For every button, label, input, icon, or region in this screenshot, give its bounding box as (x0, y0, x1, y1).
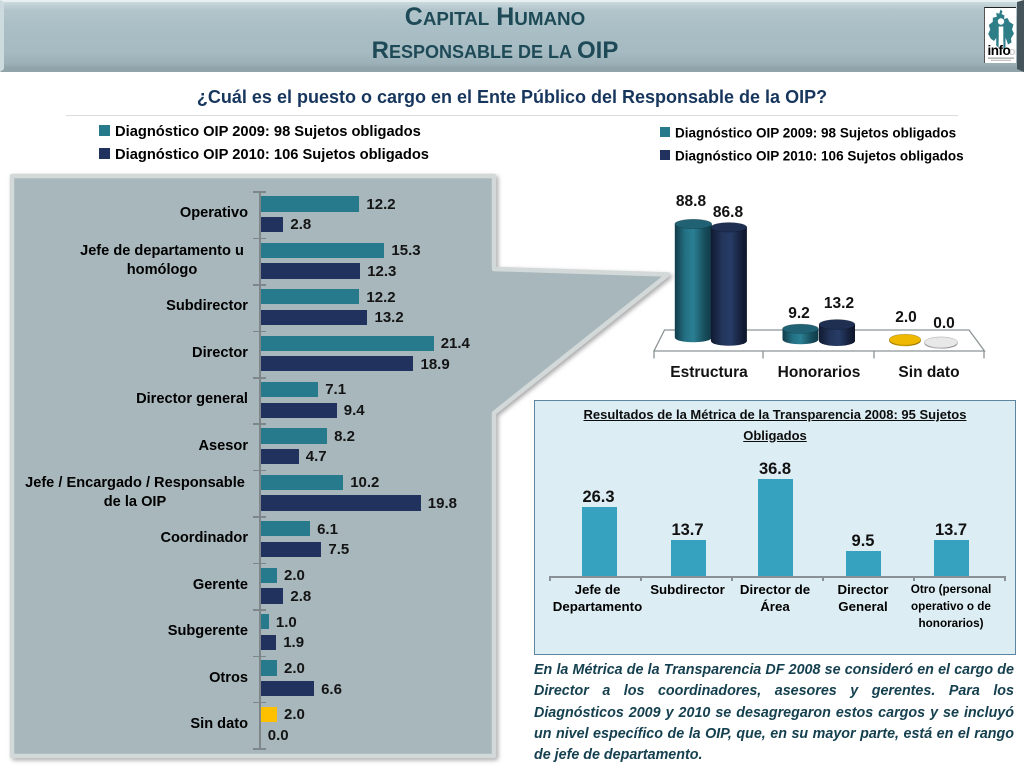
svg-text:Estructura: Estructura (670, 364, 748, 381)
svg-text:info: info (988, 43, 1011, 58)
svg-text:0.0: 0.0 (933, 315, 955, 332)
svg-text:9.2: 9.2 (788, 305, 810, 322)
svg-text:Sin dato: Sin dato (898, 364, 959, 381)
svg-text:88.8: 88.8 (676, 193, 707, 210)
svg-text:Honorarios: Honorarios (778, 364, 861, 381)
svg-text:86.8: 86.8 (713, 204, 744, 221)
svg-text:DF: DF (1010, 48, 1017, 57)
svg-text:13.2: 13.2 (824, 295, 854, 312)
svg-text:2.0: 2.0 (895, 309, 917, 326)
